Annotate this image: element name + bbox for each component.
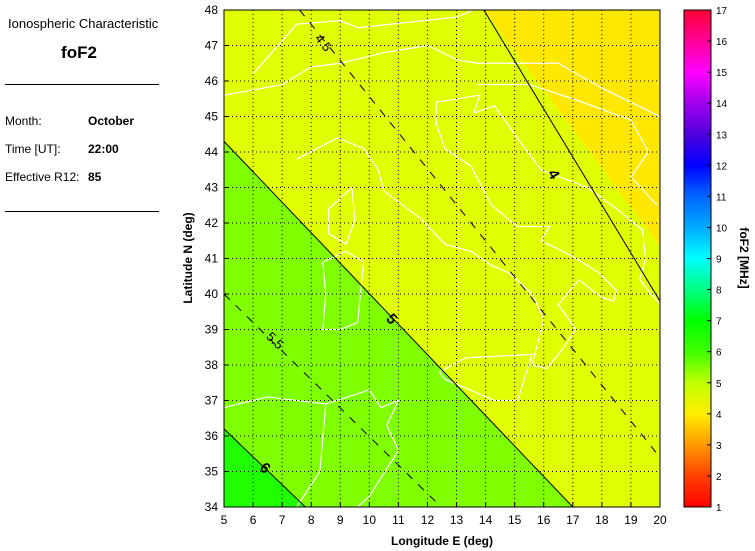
time-value: 22:00	[88, 142, 119, 156]
colorbar-tick-label: 2	[716, 472, 722, 483]
colorbar-tick-label: 13	[716, 130, 728, 141]
coastline	[296, 94, 660, 370]
r12-value: 85	[88, 170, 102, 184]
y-axis-label: Latitude N (deg)	[181, 212, 195, 303]
y-tick-label: 41	[205, 252, 219, 266]
colorbar-tick-label: 5	[716, 379, 722, 390]
contour-line-4	[483, 10, 660, 302]
y-tick-label: 38	[205, 358, 219, 372]
x-tick-label: 8	[308, 513, 315, 527]
colorbar-tick-label: 8	[716, 286, 722, 297]
y-tick-label: 39	[205, 323, 219, 337]
coastline	[224, 44, 660, 118]
y-tick-label: 35	[205, 465, 219, 479]
y-tick-label: 34	[205, 500, 219, 514]
month-label: Month:	[5, 114, 42, 128]
y-tick-label: 42	[205, 216, 219, 230]
x-tick-label: 15	[508, 513, 522, 527]
y-tick-label: 40	[205, 287, 219, 301]
contour-line-5	[224, 141, 574, 507]
divider	[5, 84, 159, 85]
x-tick-label: 10	[363, 513, 377, 527]
y-tick-label: 45	[205, 110, 219, 124]
time-label: Time [UT]:	[5, 142, 61, 156]
contour-line-6	[224, 428, 306, 507]
y-tick-label: 43	[205, 181, 219, 195]
colorbar-tick-label: 15	[716, 68, 728, 79]
panel-title: Ionospheric Characteristic	[8, 16, 159, 31]
y-tick-label: 47	[205, 39, 219, 53]
coastline	[438, 353, 533, 402]
divider	[5, 211, 159, 212]
colorbar	[683, 9, 712, 508]
y-tick-label: 46	[205, 74, 219, 88]
x-tick-label: 18	[595, 513, 609, 527]
x-tick-label: 13	[450, 513, 464, 527]
coastline	[322, 250, 365, 331]
colorbar-tick-label: 17	[716, 6, 728, 17]
y-tick-label: 36	[205, 429, 219, 443]
x-tick-label: 19	[624, 513, 638, 527]
characteristic-name: foF2	[61, 43, 97, 62]
colorbar-tick-label: 4	[716, 410, 722, 421]
y-tick-label: 44	[205, 145, 219, 159]
x-tick-label: 17	[566, 513, 580, 527]
x-axis-label: Longitude E (deg)	[391, 534, 493, 548]
colorbar-tick-label: 14	[716, 99, 728, 110]
x-tick-label: 11	[392, 513, 405, 527]
colorbar-tick-label: 16	[716, 37, 728, 48]
r12-label: Effective R12:	[5, 170, 80, 184]
colorbar-tick-label: 3	[716, 441, 722, 452]
x-tick-label: 16	[537, 513, 551, 527]
colorbar-tick-label: 6	[716, 348, 722, 359]
colorbar-tick-label: 7	[716, 317, 722, 328]
x-tick-label: 6	[250, 513, 257, 527]
month-value: October	[88, 114, 135, 128]
region-below-4	[483, 10, 660, 302]
colorbar-tick-label: 12	[716, 161, 728, 172]
x-tick-label: 20	[653, 513, 667, 527]
x-tick-label: 7	[279, 513, 286, 527]
x-tick-label: 14	[479, 513, 493, 527]
colorbar-label: foF2 [MHz]	[737, 227, 751, 288]
colorbar-tick-label: 1	[716, 503, 722, 514]
coastline	[252, 10, 475, 75]
x-tick-label: 12	[421, 513, 435, 527]
y-tick-label: 37	[205, 394, 219, 408]
colorbar-tick-label: 11	[716, 192, 727, 203]
coastline	[328, 187, 356, 246]
x-tick-label: 5	[221, 513, 228, 527]
colorbar-tick-label: 9	[716, 255, 722, 266]
x-tick-label: 9	[337, 513, 344, 527]
coastline	[296, 403, 327, 507]
y-tick-label: 48	[205, 3, 219, 17]
colorbar-tick-label: 10	[716, 223, 728, 234]
contour-line-5.5	[224, 293, 442, 507]
